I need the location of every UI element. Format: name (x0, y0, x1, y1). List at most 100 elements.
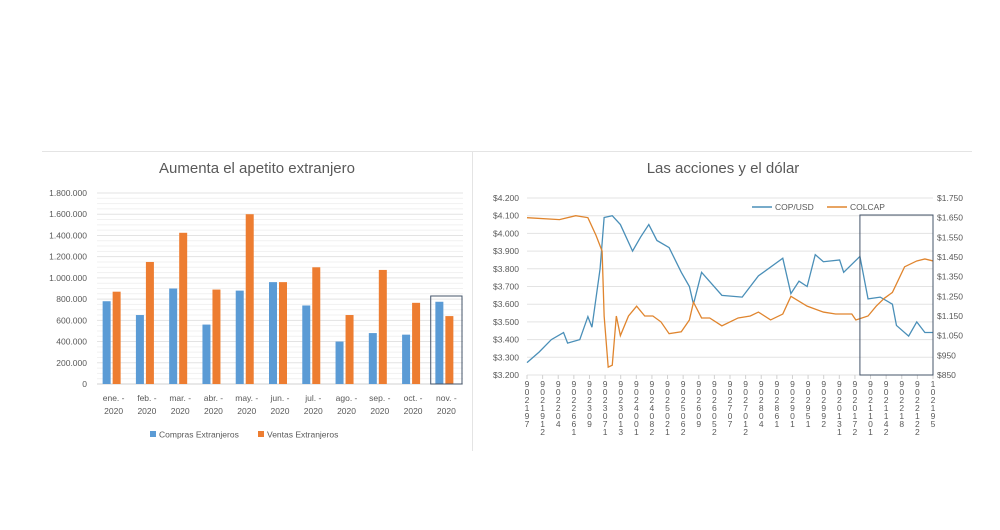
bar-ventas (245, 214, 254, 384)
bar-ventas (179, 232, 188, 384)
y-tick-label: 400.000 (56, 337, 87, 347)
top-divider (42, 151, 972, 152)
x-tick-label: 2020 (370, 406, 389, 416)
y2-tick-label: $1.250 (937, 291, 963, 301)
y-tick-label: 800.000 (56, 294, 87, 304)
bar-compras (102, 301, 111, 384)
bar-chart-title: Aumenta el apetito extranjero (159, 160, 355, 177)
y-tick-label: 200.000 (56, 358, 87, 368)
x-tick-label: 2020 (404, 406, 423, 416)
y-tick-label: 1.000.000 (49, 273, 87, 283)
bar-compras (169, 288, 178, 384)
bar-ventas (345, 315, 354, 384)
y-tick-label: $4.200 (493, 193, 519, 203)
y-tick-label: $3.300 (493, 352, 519, 362)
y2-tick-label: $1.550 (937, 232, 963, 242)
y2-tick-label: $1.050 (937, 331, 963, 341)
y-tick-label: $3.400 (493, 335, 519, 345)
bar-ventas (378, 269, 387, 384)
bar-ventas (312, 267, 321, 384)
x-tick-label: 2020 (437, 406, 456, 416)
bar-compras (302, 305, 311, 384)
legend-swatch (258, 431, 264, 437)
bar-compras (435, 301, 444, 384)
y-tick-label: $3.500 (493, 317, 519, 327)
bar-compras (368, 333, 377, 384)
x-tick-label: ene. - (103, 393, 125, 403)
y-tick-label: $4.100 (493, 211, 519, 221)
bar-ventas (445, 316, 454, 384)
line-chart-title: Las acciones y el dólar (646, 160, 800, 177)
bar-ventas (412, 302, 421, 384)
y-tick-label: $3.800 (493, 264, 519, 274)
bar-compras (402, 334, 411, 384)
panel-divider (472, 151, 473, 451)
bar-compras (335, 341, 344, 384)
x-tick-label: 2020 (171, 406, 190, 416)
highlight-box (859, 214, 934, 376)
x-tick-label: ago. - (336, 393, 358, 403)
y-tick-label: $3.600 (493, 299, 519, 309)
bar-compras (135, 315, 144, 384)
y-tick-label: $3.900 (493, 246, 519, 256)
x-tick-label: nov. - (436, 393, 457, 403)
x-tick-label: oct. - (404, 393, 423, 403)
legend-label: COP/USD (775, 202, 814, 212)
x-tick-label: 2020 (304, 406, 323, 416)
series-line-colcap (526, 215, 934, 369)
bar-ventas (279, 282, 287, 384)
x-tick-label: may. - (235, 393, 258, 403)
x-tick-label: feb. - (137, 393, 157, 403)
x-tick-label: mar. - (169, 393, 191, 403)
y2-tick-label: $1.750 (937, 193, 963, 203)
y-tick-label: 1.800.000 (49, 188, 87, 198)
legend-label: Ventas Extranjeros (267, 430, 338, 440)
highlight-box (430, 295, 463, 385)
y-tick-label: 1.400.000 (49, 230, 87, 240)
y-tick-label: $3.700 (493, 282, 519, 292)
bar-ventas (212, 289, 221, 384)
x-tick-label: sep. - (369, 393, 390, 403)
y-tick-label: 0 (82, 379, 87, 389)
x-tick-label: 2020 (271, 406, 290, 416)
x-tick-label: 2020 (104, 406, 123, 416)
y2-tick-label: $1.350 (937, 272, 963, 282)
y2-tick-label: $850 (937, 370, 956, 380)
bar-ventas (112, 291, 121, 384)
bar-compras (202, 324, 211, 384)
y-tick-label: 1.600.000 (49, 209, 87, 219)
y2-tick-label: $1.450 (937, 252, 963, 262)
x-tick-label: jul. - (304, 393, 321, 403)
x-tick-label: 2020 (204, 406, 223, 416)
x-tick-label: 2020 (237, 406, 256, 416)
series-line-cop-usd (526, 214, 933, 364)
y-tick-label: $4.000 (493, 228, 519, 238)
y-tick-label: 600.000 (56, 315, 87, 325)
bar-compras (269, 282, 277, 384)
